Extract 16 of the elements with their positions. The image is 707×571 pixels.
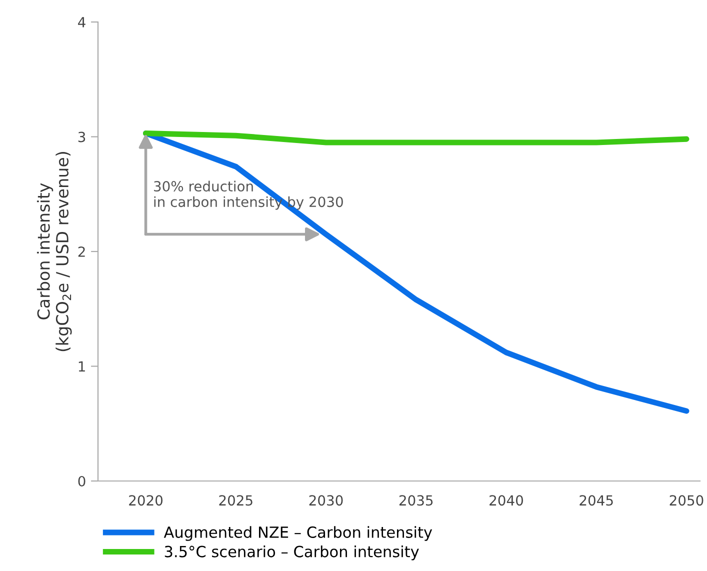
legend-label: Augmented NZE – Carbon intensity — [164, 526, 432, 541]
legend-label: 3.5°C scenario – Carbon intensity — [164, 546, 419, 560]
x-tick-label: 2030 — [309, 495, 343, 506]
y-tick-label: 2 — [78, 246, 85, 257]
y-tick-label: 3 — [78, 132, 86, 142]
x-tick-label: 2025 — [219, 495, 252, 506]
x-tick-label: 2050 — [670, 495, 704, 506]
x-tick-label: 2045 — [580, 495, 613, 506]
x-tick-label: 2040 — [490, 495, 523, 506]
annotation: 30% reduction in carbon intensity by 2030 — [154, 180, 343, 210]
y-tick-label: 1 — [78, 361, 85, 372]
y-axis-title: Carbon intensity (kgCO$_{2}$e / USD revenue) — [36, 152, 72, 352]
x-tick-label: 2035 — [399, 495, 433, 506]
y-tick-label: 0 — [78, 476, 86, 486]
y-tick-label: 4 — [78, 17, 86, 28]
x-tick-label: 2020 — [129, 495, 163, 506]
